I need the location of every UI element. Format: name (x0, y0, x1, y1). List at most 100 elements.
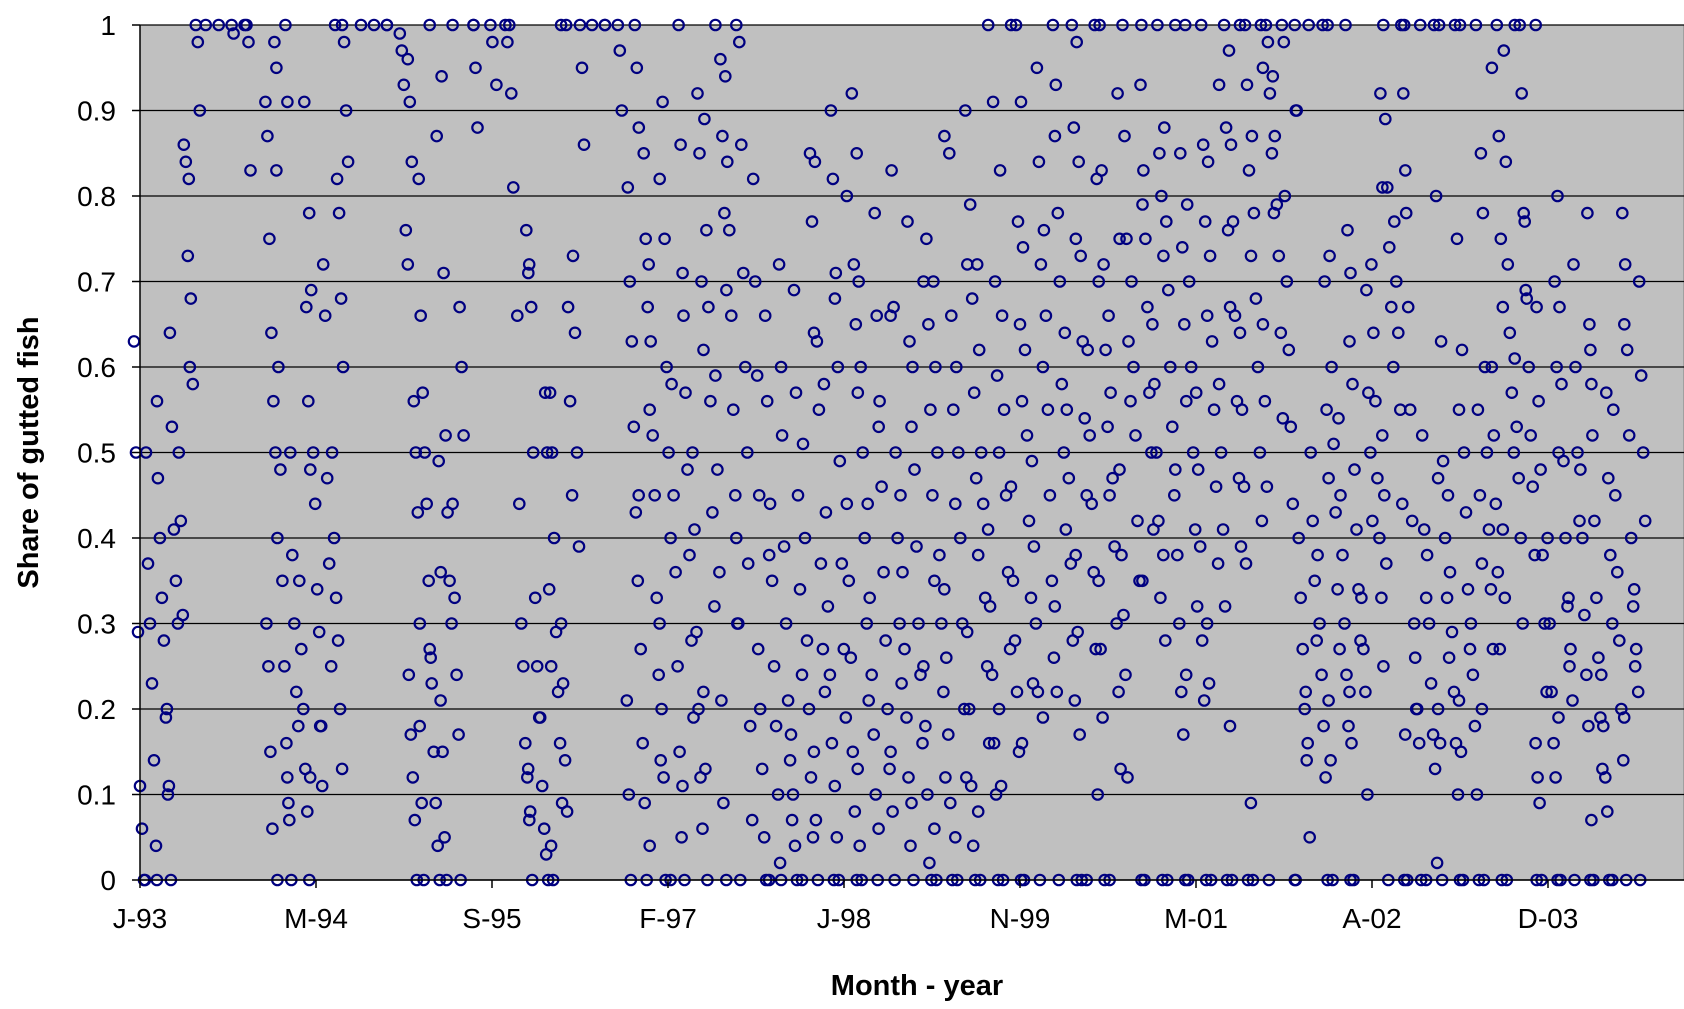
y-tick-labels: 0 0.1 0.2 0.3 0.4 0.5 0.6 0.7 0.8 0.9 1 (77, 10, 116, 896)
data-point (506, 181, 520, 194)
data-point (558, 753, 572, 767)
data-point (1361, 788, 1374, 801)
data-point (1091, 788, 1104, 801)
data-point (1475, 557, 1489, 570)
data-point (1152, 514, 1165, 528)
data-point (1622, 429, 1636, 442)
data-point (1073, 728, 1086, 741)
data-point (1278, 189, 1292, 203)
data-point (285, 548, 299, 562)
data-point (292, 574, 306, 588)
data-point (868, 206, 881, 220)
data-point (432, 454, 445, 468)
data-point (1193, 540, 1207, 553)
data-point (1288, 18, 1301, 32)
data-point (1145, 446, 1158, 459)
data-point (870, 309, 883, 322)
data-point (1169, 463, 1182, 476)
data-point (854, 360, 867, 374)
data-point (303, 771, 317, 784)
data-point (504, 87, 518, 100)
data-point (573, 18, 587, 32)
data-point (1374, 87, 1387, 100)
data-point (430, 129, 443, 143)
data-point (1117, 608, 1130, 622)
data-point (948, 830, 962, 844)
data-point (577, 138, 591, 151)
data-point (1157, 548, 1170, 562)
data-point (1275, 18, 1289, 32)
data-point (695, 275, 708, 288)
data-point (1177, 728, 1190, 741)
data-point (1238, 18, 1252, 32)
data-point (662, 446, 675, 459)
data-point (796, 437, 810, 451)
data-point (1480, 446, 1494, 459)
data-point (1175, 685, 1188, 699)
data-point (679, 386, 692, 399)
data-point (147, 753, 161, 767)
y-tick-label: 0.9 (77, 96, 116, 127)
data-point (1286, 497, 1300, 511)
data-point (673, 745, 686, 759)
data-point (848, 805, 862, 818)
data-point (420, 497, 433, 511)
data-point (1299, 685, 1312, 699)
data-point (927, 275, 940, 288)
data-point (965, 292, 979, 305)
data-point (1315, 668, 1328, 682)
data-point (1068, 694, 1082, 707)
data-point (771, 788, 785, 801)
data-point (658, 232, 671, 246)
data-point (1498, 591, 1512, 605)
data-point (706, 506, 719, 519)
data-point (1553, 300, 1566, 314)
data-point (585, 18, 599, 32)
data-point (1516, 617, 1529, 630)
data-point (1065, 18, 1079, 32)
data-point (967, 386, 981, 399)
y-tick-label: 0.3 (77, 609, 116, 640)
data-point (1239, 557, 1253, 570)
data-point (1503, 326, 1517, 340)
data-point (1433, 736, 1447, 750)
data-point (438, 830, 451, 844)
data-point (278, 659, 291, 673)
data-point (734, 138, 748, 151)
x-tick-label: F-97 (639, 903, 697, 934)
data-point (851, 762, 864, 776)
data-point (943, 796, 957, 810)
data-point (1383, 241, 1396, 254)
data-point (1112, 685, 1125, 699)
data-point (642, 258, 655, 271)
data-point (1631, 685, 1645, 699)
data-point (467, 18, 480, 32)
data-point (270, 164, 283, 177)
data-point (1564, 642, 1577, 656)
data-point (823, 668, 837, 682)
data-point (131, 625, 145, 639)
data-point (1176, 241, 1189, 254)
data-point (787, 283, 801, 297)
data-point (625, 335, 639, 348)
data-point (720, 283, 733, 297)
data-point (939, 771, 952, 784)
data-point (553, 736, 567, 750)
data-point (623, 275, 637, 288)
data-point (193, 104, 207, 117)
data-point (1557, 454, 1570, 468)
data-point (554, 18, 568, 32)
data-point (281, 95, 294, 109)
data-point (1397, 18, 1411, 32)
data-point (212, 18, 225, 32)
data-point (1567, 258, 1580, 271)
data-point (297, 95, 311, 109)
data-point (301, 394, 315, 408)
data-point (240, 18, 253, 32)
data-point (1300, 753, 1313, 767)
data-point (1256, 61, 1270, 75)
data-point (1628, 659, 1642, 673)
data-point (452, 728, 465, 741)
data-point (408, 813, 422, 827)
